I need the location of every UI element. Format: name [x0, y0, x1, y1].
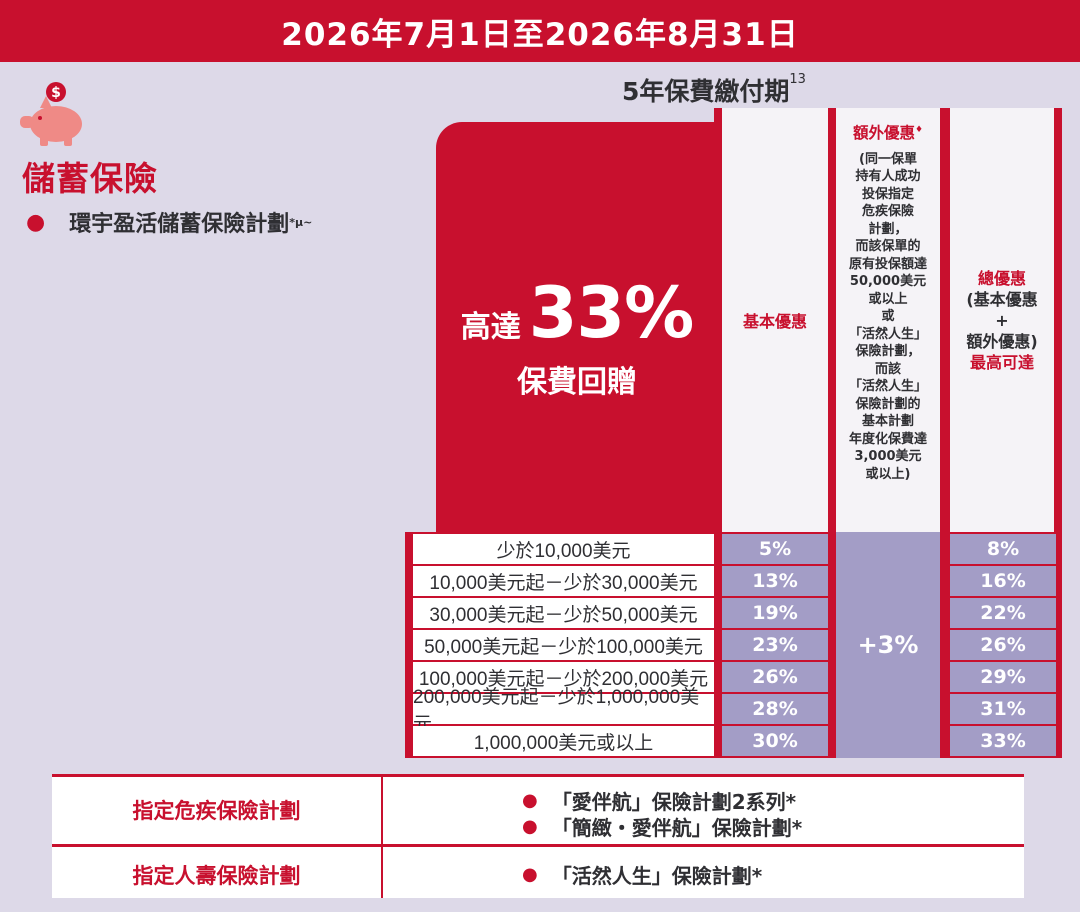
tier-total-rebate: 29%: [950, 662, 1056, 692]
tier-range: 50,000美元起－少於100,000美元: [413, 630, 714, 660]
tier-basic-rebate: 26%: [722, 662, 828, 692]
date-range-banner: 2026年7月1日至2026年8月31日: [0, 0, 1080, 62]
extra-offer-line: 或以上): [865, 466, 911, 482]
basic-offer-header: 基本優惠: [722, 108, 828, 532]
extra-offer-line: (同一保單: [859, 151, 917, 167]
date-range-text: 2026年7月1日至2026年8月31日: [281, 16, 799, 53]
section-title: 儲蓄保險: [22, 159, 158, 198]
extra-offer-line: 「活然人生」: [848, 326, 927, 342]
plan-name: 環宇盈活儲蓄保險計劃: [69, 212, 290, 237]
total-offer-header: 總優惠 (基本優惠 + 額外優惠) 最高可達: [950, 108, 1054, 532]
tier-basic-rebate: 13%: [722, 566, 828, 596]
eligible-plan-name: 「簡緻・愛伴航」保險計劃*: [551, 816, 803, 840]
tier-basic-rebate: 28%: [722, 694, 828, 724]
eligible-plan-name: 「愛伴航」保險計劃2系列*: [551, 790, 797, 814]
critical-illness-plans-label: 指定危疾保險計劃: [132, 799, 301, 823]
tier-basic-rebate: 30%: [722, 726, 828, 756]
tier-range: 1,000,000美元或以上: [413, 726, 714, 756]
rebate-highlight-box: 高達 33% 保費回贈: [436, 122, 718, 534]
extra-offer-line: 投保指定: [861, 186, 914, 202]
svg-text:$: $: [51, 85, 61, 101]
extra-offer-line: 保險計劃，: [855, 344, 921, 360]
tier-range: 200,000美元起－少於1,000,000美元: [413, 687, 714, 735]
eligible-plans-table: [52, 774, 1024, 898]
extra-offer-line: 危疾保險: [861, 204, 914, 220]
tier-range: 10,000美元起－少於30,000美元: [413, 566, 714, 596]
extra-offer-line: 「活然人生」: [848, 379, 927, 395]
total-offer-line: (基本優惠: [966, 289, 1038, 309]
table-divider: [52, 844, 1024, 847]
tier-basic-rebate: 5%: [722, 534, 828, 564]
extra-offer-line: 50,000美元: [849, 274, 927, 290]
extra-offer-line: 年度化保費達: [848, 431, 927, 447]
extra-offer-title: 額外優惠: [852, 124, 915, 143]
bullet-icon: ●: [522, 864, 538, 885]
extra-offer-line: 而該保單的: [855, 239, 921, 255]
tier-basic-rebate: 23%: [722, 630, 828, 660]
tier-basic-rebate: 19%: [722, 598, 828, 628]
total-offer-line: 額外優惠): [966, 331, 1038, 351]
extra-offer-line: 3,000美元: [854, 449, 922, 465]
basic-offer-label: 基本優惠: [742, 312, 807, 331]
life-plans-label: 指定人壽保險計劃: [132, 864, 301, 888]
payment-period-label: 5年保費繳付期: [622, 77, 790, 106]
extra-offer-line: 保險計劃的: [855, 396, 921, 412]
tier-total-rebate: 22%: [950, 598, 1056, 628]
total-offer-line: 最高可達: [969, 352, 1034, 372]
eligible-plan-item: ● 「簡緻・愛伴航」保險計劃*: [522, 812, 802, 841]
payment-period-title: 5年保費繳付期13: [622, 72, 806, 108]
extra-offer-line: 計劃，: [868, 221, 908, 237]
eligible-plan-item: ● 「活然人生」保險計劃*: [522, 860, 762, 889]
plan-list-item: ● 環宇盈活儲蓄保險計劃 *µ~: [26, 206, 312, 238]
piggy-bank-dollar-icon: $: [20, 82, 82, 146]
extra-offer-line: 而該: [874, 361, 901, 377]
total-offer-line: 總優惠: [977, 268, 1026, 288]
total-offer-line: +: [995, 310, 1009, 330]
payment-period-note: 13: [789, 72, 806, 87]
eligible-plan-name: 「活然人生」保險計劃*: [551, 864, 763, 888]
extra-offer-line: 或以上: [868, 291, 908, 307]
plan-footnote-marks: *µ~: [289, 215, 313, 229]
eligible-plan-item: ● 「愛伴航」保險計劃2系列*: [522, 786, 796, 815]
extra-offer-line: 持有人成功: [855, 169, 921, 185]
tier-total-rebate: 33%: [950, 726, 1056, 756]
hero-percent: 33%: [528, 272, 695, 354]
tier-total-rebate: 16%: [950, 566, 1056, 596]
extra-offer-header: 額外優惠♦ (同一保單 持有人成功 投保指定 危疾保險 計劃， 而該保單的 原有…: [836, 108, 940, 532]
tier-total-rebate: 26%: [950, 630, 1056, 660]
extra-rebate-value: +3%: [836, 532, 940, 758]
tier-total-rebate: 31%: [950, 694, 1056, 724]
tier-range: 少於10,000美元: [413, 534, 714, 564]
extra-offer-mark: ♦: [914, 125, 924, 135]
tier-range: 100,000美元起－少於200,000美元: [413, 662, 714, 692]
bullet-icon: ●: [522, 816, 538, 837]
extra-offer-line: 或: [881, 309, 895, 325]
hero-prefix: 高達: [460, 310, 521, 345]
extra-offer-line: 基本計劃: [861, 414, 914, 430]
table-column-divider: [381, 774, 383, 898]
bullet-icon: ●: [522, 790, 538, 811]
tier-range: 30,000美元起－少於50,000美元: [413, 598, 714, 628]
extra-offer-line: 原有投保額達: [848, 256, 927, 272]
tier-total-rebate: 8%: [950, 534, 1056, 564]
bullet-icon: ●: [26, 209, 46, 235]
hero-suffix: 保費回贈: [517, 365, 637, 400]
